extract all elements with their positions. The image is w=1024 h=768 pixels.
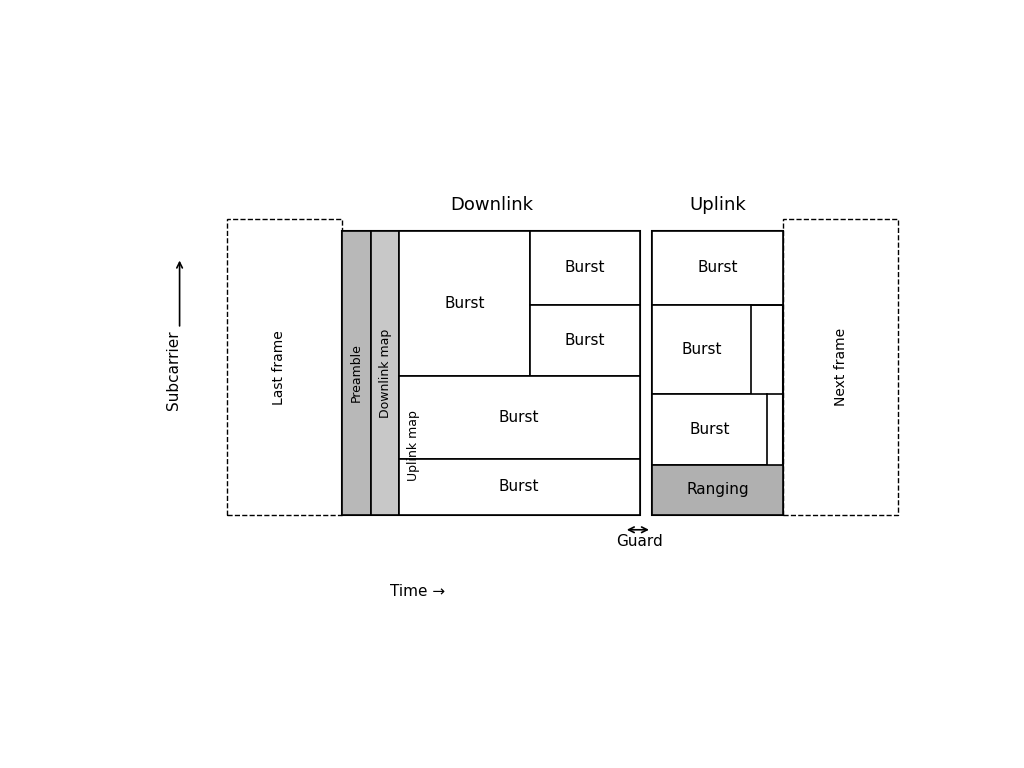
FancyBboxPatch shape	[652, 394, 767, 465]
Text: Uplink: Uplink	[689, 196, 746, 214]
FancyBboxPatch shape	[652, 305, 751, 394]
Text: Subcarrier: Subcarrier	[166, 330, 180, 410]
FancyBboxPatch shape	[399, 458, 640, 515]
FancyBboxPatch shape	[652, 231, 782, 515]
FancyBboxPatch shape	[399, 376, 428, 515]
Text: Guard: Guard	[615, 534, 663, 549]
FancyBboxPatch shape	[530, 231, 640, 305]
Text: Burst: Burst	[444, 296, 484, 311]
Text: Time →: Time →	[390, 584, 445, 599]
FancyBboxPatch shape	[652, 231, 782, 305]
Text: Downlink: Downlink	[450, 196, 532, 214]
Text: Downlink map: Downlink map	[379, 329, 391, 418]
Text: Burst: Burst	[499, 479, 540, 494]
FancyBboxPatch shape	[371, 231, 399, 515]
Text: Burst: Burst	[689, 422, 730, 437]
Text: Preamble: Preamble	[350, 343, 364, 402]
Text: Next frame: Next frame	[834, 328, 848, 406]
Text: Burst: Burst	[565, 260, 605, 275]
Text: Burst: Burst	[499, 410, 540, 425]
FancyBboxPatch shape	[342, 231, 640, 515]
FancyBboxPatch shape	[399, 376, 640, 458]
FancyBboxPatch shape	[342, 231, 371, 515]
Text: Uplink map: Uplink map	[408, 410, 420, 481]
Text: Burst: Burst	[697, 260, 738, 275]
Text: Burst: Burst	[682, 342, 722, 357]
FancyBboxPatch shape	[399, 231, 530, 376]
FancyBboxPatch shape	[530, 305, 640, 376]
Text: Ranging: Ranging	[686, 482, 749, 497]
Text: Burst: Burst	[565, 333, 605, 348]
FancyBboxPatch shape	[652, 465, 782, 515]
Text: Last frame: Last frame	[271, 329, 286, 405]
